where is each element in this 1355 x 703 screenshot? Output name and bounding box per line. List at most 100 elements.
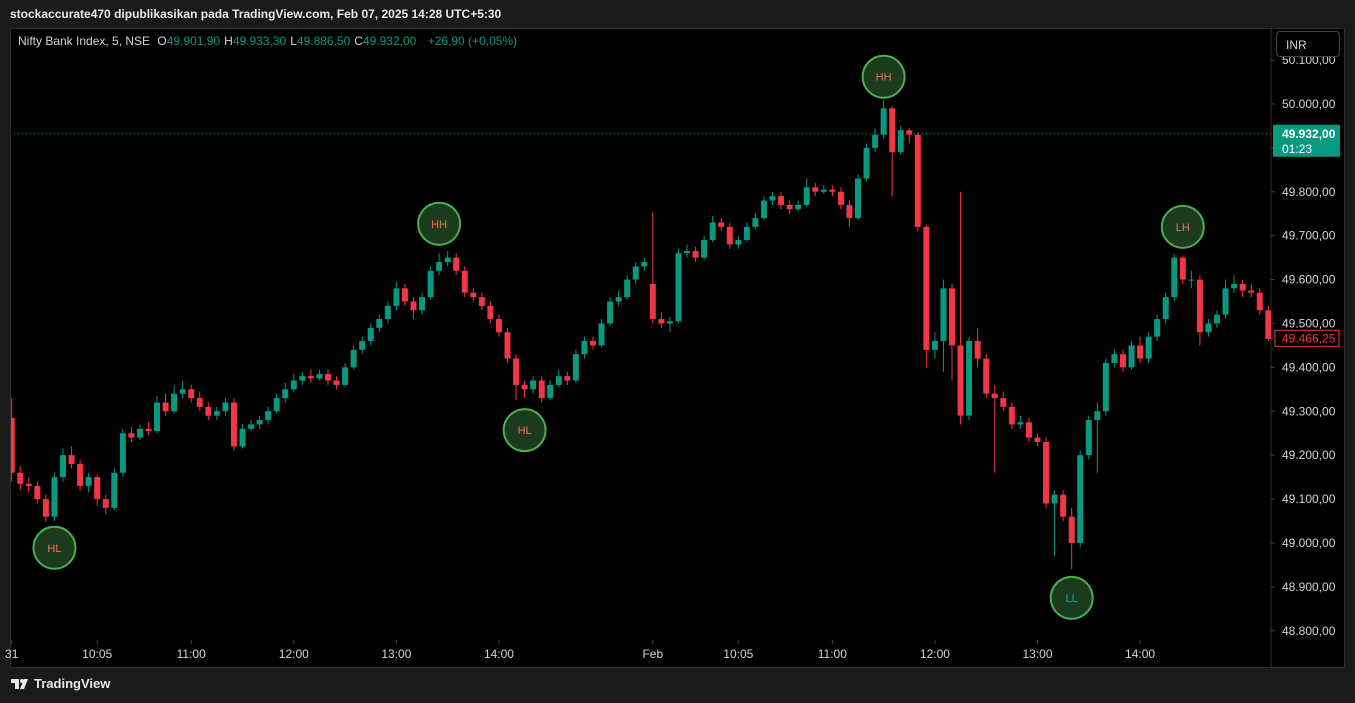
candle-body xyxy=(897,130,904,153)
candle-body xyxy=(401,288,408,302)
candle-body xyxy=(273,398,280,412)
candle-body xyxy=(555,376,562,385)
candle-body xyxy=(196,398,203,407)
y-tick-label: 48.900,00 xyxy=(1282,580,1336,594)
candle-body xyxy=(487,305,494,320)
x-tick-label: 10:05 xyxy=(82,647,112,661)
candle-body xyxy=(812,187,819,192)
candle-body xyxy=(726,226,733,245)
candle-body xyxy=(239,428,246,447)
pivot-label: LL xyxy=(1066,593,1078,605)
brand-bar: TradingView xyxy=(10,676,110,691)
candle-body xyxy=(1179,257,1186,280)
candle-body xyxy=(256,420,263,425)
ohlc-key: H xyxy=(224,34,233,48)
pivot-label: HL xyxy=(518,425,532,437)
ohlc-value: 49.901,90 xyxy=(166,34,221,48)
candle-body xyxy=(1111,354,1118,363)
x-tick-label: 13:00 xyxy=(381,647,411,661)
ohlc-value: 49.932,00 xyxy=(362,34,417,48)
currency-button[interactable]: INR xyxy=(1276,31,1340,57)
price-label-box xyxy=(1273,124,1340,157)
symbol-name: Nifty Bank Index, 5, NSE xyxy=(18,34,151,48)
candle-body xyxy=(641,262,648,267)
candle-body xyxy=(846,204,853,219)
candle-body xyxy=(692,251,699,258)
candle-body xyxy=(889,108,896,153)
candle-body xyxy=(991,393,998,399)
candle-body xyxy=(94,477,101,500)
candle-body xyxy=(376,319,383,328)
candle-body xyxy=(795,204,802,210)
candle-body xyxy=(51,477,58,517)
y-tick-label: 49.200,00 xyxy=(1282,448,1336,462)
brand-logo xyxy=(11,678,28,689)
candle-body xyxy=(136,428,143,438)
candle-body xyxy=(829,189,836,192)
candle-body xyxy=(1256,292,1263,311)
candle-body xyxy=(427,270,434,298)
candle-body xyxy=(778,196,785,205)
candle-body xyxy=(1137,345,1144,359)
publisher-text: stockaccurate470 dipublikasikan pada Tra… xyxy=(10,7,502,21)
candle-body xyxy=(350,349,357,368)
candle-body xyxy=(453,257,460,271)
candle-body xyxy=(906,130,913,135)
candle-body xyxy=(1196,279,1203,333)
candle-body xyxy=(17,472,24,484)
candle-body xyxy=(1205,323,1212,333)
candle-body xyxy=(393,288,400,306)
candle-body xyxy=(290,380,297,390)
candle-body xyxy=(632,266,639,280)
candle-body xyxy=(213,411,220,416)
candle-body xyxy=(1162,297,1169,320)
candle-body xyxy=(1077,455,1084,543)
candle-body xyxy=(649,283,656,320)
candle-body xyxy=(1025,422,1032,438)
candle-body xyxy=(1017,422,1024,425)
candle-body xyxy=(248,424,255,429)
candle-body xyxy=(735,240,742,245)
last-price-label: 49.466,25 xyxy=(1282,331,1336,345)
candle-body xyxy=(914,134,921,227)
candle-body xyxy=(1128,345,1135,368)
candle-body xyxy=(1094,411,1101,421)
candle-body xyxy=(1068,516,1075,543)
candle-body xyxy=(410,301,417,311)
candle-body xyxy=(11,417,15,473)
candle-body xyxy=(538,380,545,399)
candle-body xyxy=(111,472,118,508)
candle-body xyxy=(102,499,109,508)
candle-body xyxy=(1119,354,1126,368)
pivot-label: HH xyxy=(876,72,892,84)
y-tick-label: 49.600,00 xyxy=(1282,273,1336,287)
candle-body xyxy=(572,354,579,381)
pivot-marker xyxy=(861,54,906,99)
candle-body xyxy=(359,341,366,350)
candle-body xyxy=(966,341,973,416)
candle-body xyxy=(265,411,272,421)
pivot-label: HH xyxy=(431,219,447,231)
x-tick-label: 12:00 xyxy=(920,647,950,661)
candle-body xyxy=(128,433,135,438)
ohlc-key: O xyxy=(157,34,167,48)
candle-body xyxy=(564,376,571,381)
x-tick-label: 31 xyxy=(5,647,19,661)
candle-body xyxy=(701,240,708,258)
last-price-box xyxy=(1274,329,1340,347)
candle-body xyxy=(419,297,426,311)
candle-body xyxy=(367,327,374,342)
candle-body xyxy=(1188,279,1195,281)
y-tick-label: 49.500,00 xyxy=(1282,316,1336,330)
candle-body xyxy=(1154,319,1161,337)
candle-body xyxy=(444,257,451,262)
chart-panel xyxy=(10,28,1345,668)
pivot-marker xyxy=(1049,575,1094,620)
y-tick-label: 49.800,00 xyxy=(1282,185,1336,199)
candle-body xyxy=(1085,420,1092,456)
candle-body xyxy=(837,191,844,205)
candle-body xyxy=(598,323,605,346)
candle-body xyxy=(282,389,289,399)
x-tick-label: 11:00 xyxy=(177,647,206,661)
candle-body xyxy=(384,305,391,320)
